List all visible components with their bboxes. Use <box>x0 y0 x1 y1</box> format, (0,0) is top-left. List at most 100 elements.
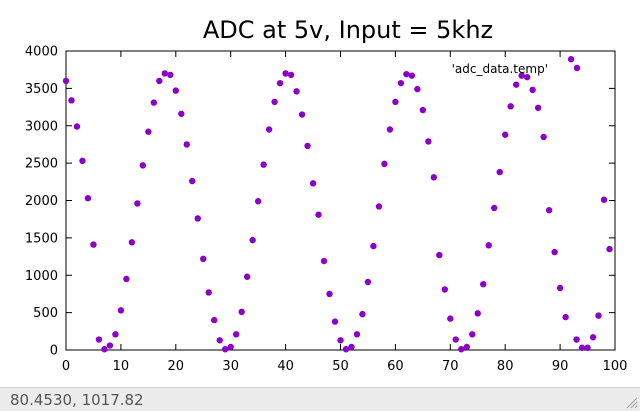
data-point <box>425 138 432 145</box>
data-point <box>342 346 350 353</box>
data-point <box>189 177 196 185</box>
data-point <box>463 343 470 351</box>
data-point <box>62 77 70 85</box>
data-point <box>287 71 295 79</box>
data-point <box>276 79 284 87</box>
plot-border <box>65 50 616 351</box>
data-point <box>222 346 229 353</box>
x-tick-label: 90 <box>552 359 569 374</box>
x-tick-label: 100 <box>603 359 628 374</box>
data-point <box>134 200 141 207</box>
resize-grip-icon[interactable] <box>624 395 638 409</box>
y-tick-label: 1000 <box>25 269 58 284</box>
data-point <box>145 128 152 135</box>
data-point <box>227 343 234 351</box>
data-point <box>326 290 333 298</box>
x-tick-label: 80 <box>497 359 514 374</box>
data-point <box>386 126 394 133</box>
data-point <box>529 86 536 94</box>
data-point <box>485 242 492 249</box>
data-point <box>359 310 366 318</box>
data-point <box>364 278 372 286</box>
status-bar: 80.4530, 1017.82 <box>0 387 640 411</box>
data-point <box>381 160 388 168</box>
data-point <box>150 99 158 106</box>
data-point <box>194 215 201 222</box>
data-point <box>315 211 322 218</box>
data-point <box>178 110 185 117</box>
data-point <box>414 85 421 93</box>
data-point <box>139 162 147 169</box>
y-axis: 0 500 1000 1500 2000 2500 3000 3500 4000 <box>25 45 615 359</box>
mouse-coordinates: 80.4530, 1017.82 <box>10 391 144 409</box>
data-point <box>172 87 179 94</box>
x-tick-label: 60 <box>387 359 404 374</box>
data-point <box>600 196 608 203</box>
data-point <box>73 123 81 130</box>
data-point <box>232 331 240 338</box>
data-point <box>156 77 163 85</box>
data-point <box>238 308 245 316</box>
data-point <box>447 315 454 322</box>
data-point <box>101 346 108 353</box>
data-point <box>507 103 514 110</box>
data-point <box>304 142 311 150</box>
data-point <box>441 286 449 293</box>
data-point <box>68 97 75 104</box>
data-point <box>502 131 509 138</box>
data-point <box>282 70 289 77</box>
data-point <box>95 336 103 343</box>
x-tick-label: 0 <box>62 359 70 374</box>
chart-title: ADC at 5v, Input = 5khz <box>203 16 493 44</box>
data-point <box>117 307 125 314</box>
x-tick-label: 70 <box>442 359 459 374</box>
legend-marker <box>573 64 581 72</box>
data-point <box>595 312 602 319</box>
y-tick-label: 2000 <box>25 194 58 209</box>
data-point <box>392 98 399 106</box>
data-point <box>480 281 487 288</box>
legend: 'adc_data.temp' <box>452 62 581 76</box>
data-point <box>161 70 169 77</box>
data-point <box>491 204 498 212</box>
data-point <box>265 126 273 133</box>
x-tick-label: 40 <box>277 359 294 374</box>
data-point <box>578 344 586 351</box>
data-point <box>512 81 520 88</box>
data-point <box>205 289 212 296</box>
data-point <box>452 336 459 343</box>
y-tick-label: 3500 <box>25 82 58 97</box>
x-tick-label: 30 <box>222 359 239 374</box>
legend-label: 'adc_data.temp' <box>452 62 548 76</box>
data-point <box>348 343 355 351</box>
data-point <box>573 336 580 343</box>
data-point <box>167 71 174 79</box>
data-point <box>84 195 92 202</box>
data-point <box>106 342 114 349</box>
data-point <box>112 331 119 338</box>
plot-canvas: ADC at 5v, Input = 5khz 0 10 20 30 40 50 60 70 8… <box>25 16 628 374</box>
data-point <box>260 161 267 168</box>
data-point <box>320 257 328 265</box>
data-point <box>353 331 361 338</box>
data-point <box>589 334 597 341</box>
data-point <box>128 239 136 246</box>
data-point <box>79 157 86 165</box>
data-point <box>183 141 190 148</box>
data-point <box>243 273 251 280</box>
data-point <box>309 180 317 187</box>
data-point <box>534 104 542 112</box>
data-point <box>293 88 300 95</box>
data-point <box>606 245 613 253</box>
data-point <box>523 73 531 81</box>
data-point <box>370 242 377 250</box>
y-tick-label: 4000 <box>25 45 58 60</box>
data-point <box>375 203 383 210</box>
data-point <box>469 331 476 338</box>
data-point <box>90 241 97 248</box>
data-point <box>403 70 410 78</box>
data-points <box>62 56 613 353</box>
y-tick-label: 0 <box>50 344 58 359</box>
y-tick-label: 2500 <box>25 157 58 172</box>
data-point <box>436 251 443 259</box>
